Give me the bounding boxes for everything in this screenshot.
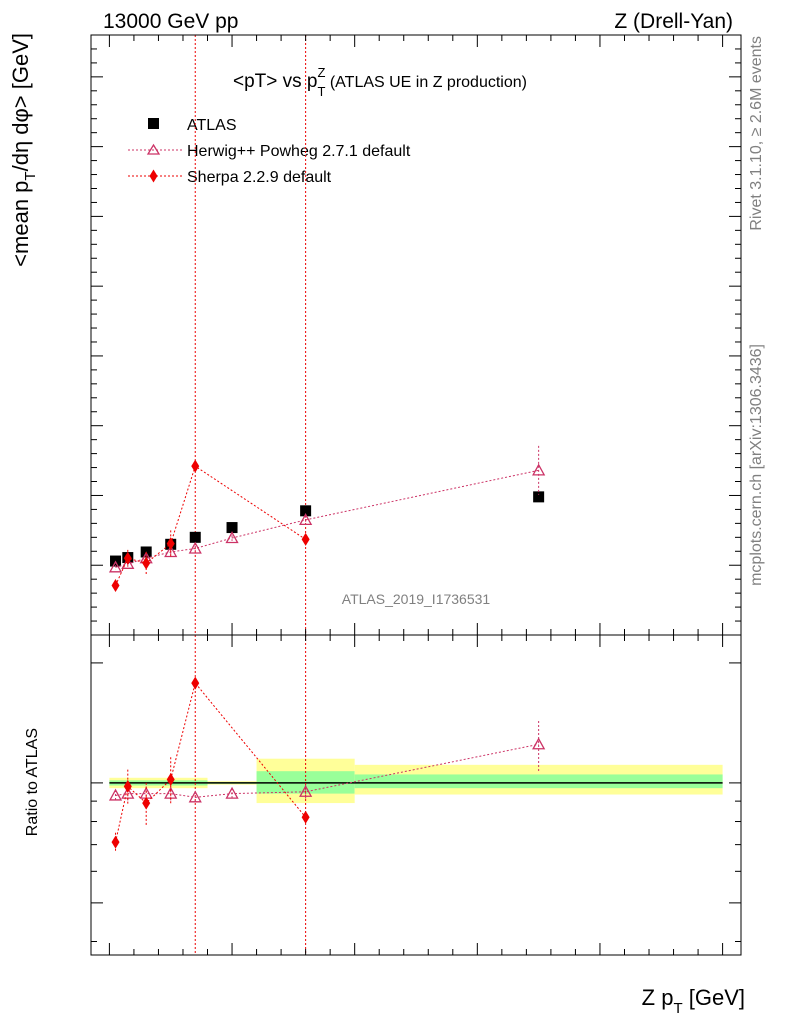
main-herwig-point [225,531,239,544]
main-sherpa-point [301,532,310,546]
ratio-ylabel: Ratio to ATLAS [24,728,41,836]
legend-herwig-label: Herwig++ Powheg 2.7.1 default [187,143,411,160]
mcplots-label: mcplots.cern.ch [arXiv:1306.3436] [748,344,765,586]
main-sherpa-point [166,537,175,551]
ratio-stat-band [354,774,723,789]
main-atlas-point [300,505,312,517]
ratio-herwig-point [225,786,239,799]
legend-atlas-marker [148,118,159,129]
ratio-herwig-point [532,737,546,750]
main-herwig-point [532,463,546,476]
main-sherpa-line [115,465,306,586]
legend-sherpa-label: Sherpa 2.2.9 default [187,169,332,186]
ratio-herwig-point [108,788,123,801]
legend-herwig-marker [146,143,161,155]
ratio-sherpa-point [142,796,151,810]
legend: ATLAS Herwig++ Powheg 2.7.1 default Sher… [128,117,411,186]
main-atlas-point [189,531,201,543]
main-herwig-line [115,469,539,568]
header-right-label: Z (Drell-Yan) [614,10,733,33]
xlabel: Z pT [GeV] [642,985,745,1017]
main-sherpa-point [123,551,132,565]
ratio-sherpa-point [191,676,200,690]
main-atlas-point [226,522,238,534]
main-herwig-point [299,513,313,526]
ratio-plot-frame [90,634,742,956]
main-sherpa-point [142,556,151,570]
analysis-label: ATLAS_2019_I1736531 [342,591,491,607]
main-atlas-point [533,491,545,503]
rivet-version-label: Rivet 3.1.10, ≥ 2.6M events [748,36,765,231]
main-ylabel: <mean pT/dη dφ> [GeV] [8,33,39,267]
header-left-label: 13000 GeV pp [103,10,238,33]
ratio-herwig-point [188,790,202,803]
chart-title: <pT> vs pZ T (ATLAS UE in Z production) [233,65,527,99]
ratio-sherpa-point [111,835,120,849]
ratio-sherpa-line [115,682,307,843]
ratio-sherpa-point [166,772,175,786]
ratio-sherpa-point [301,810,310,824]
main-herwig-point [108,560,123,573]
main-herwig-point [188,541,202,554]
ratio-sherpa-point [123,779,132,793]
main-herwig-point [164,545,178,558]
main-sherpa-point [191,459,200,473]
legend-sherpa-marker [149,169,158,183]
legend-atlas-label: ATLAS [187,117,237,134]
main-sherpa-point [111,578,120,592]
ratio-herwig-point [299,784,313,797]
